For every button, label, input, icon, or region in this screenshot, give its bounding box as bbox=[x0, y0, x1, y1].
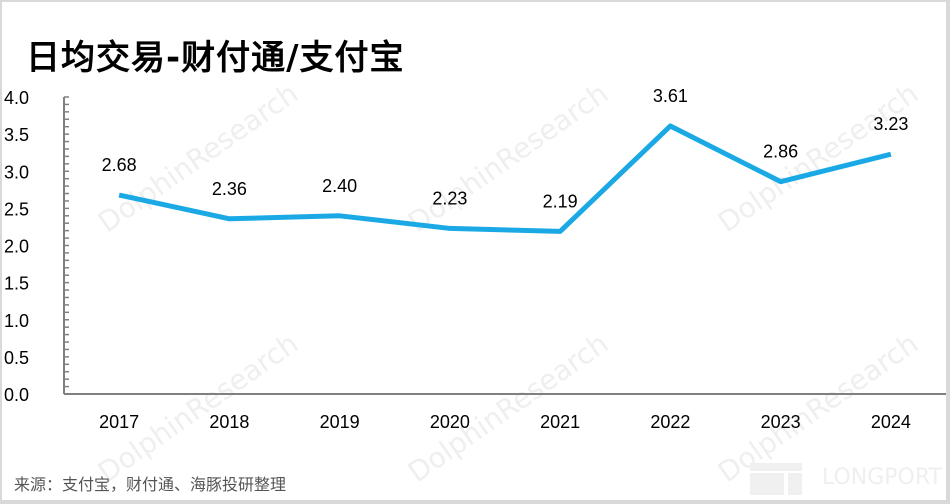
x-tick-label: 2018 bbox=[209, 412, 249, 432]
data-label: 2.23 bbox=[432, 188, 467, 208]
y-tick-label: 2.0 bbox=[4, 237, 29, 257]
y-tick-label: 1.0 bbox=[4, 311, 29, 331]
longport-logo-icon bbox=[750, 463, 802, 495]
x-tick-label: 2024 bbox=[871, 412, 911, 432]
data-label: 2.19 bbox=[543, 191, 578, 211]
x-tick-label: 2023 bbox=[761, 412, 801, 432]
data-label: 3.23 bbox=[873, 114, 908, 134]
y-tick-label: 3.0 bbox=[4, 162, 29, 182]
chart-title: 日均交易-财付通/支付宝 bbox=[26, 38, 405, 78]
data-label: 3.61 bbox=[653, 86, 688, 106]
source-note: 来源：支付宝，财付通、海豚投研整理 bbox=[14, 475, 287, 494]
data-label: 2.36 bbox=[212, 179, 247, 199]
data-label: 2.68 bbox=[102, 155, 137, 175]
y-tick-label: 0.0 bbox=[4, 385, 29, 405]
x-tick-label: 2019 bbox=[320, 412, 360, 432]
x-tick-label: 2017 bbox=[99, 412, 139, 432]
longport-logo: LONGPORT bbox=[750, 457, 946, 497]
y-tick-label: 3.5 bbox=[4, 125, 29, 145]
x-tick-label: 2022 bbox=[650, 412, 690, 432]
data-label: 2.86 bbox=[763, 142, 798, 162]
data-label: 2.40 bbox=[322, 176, 357, 196]
x-tick-label: 2021 bbox=[540, 412, 580, 432]
series-line bbox=[118, 123, 892, 234]
y-tick-label: 4.0 bbox=[4, 88, 29, 108]
y-tick-label: 0.5 bbox=[4, 348, 29, 368]
y-tick-label: 2.5 bbox=[4, 199, 29, 219]
x-tick-label: 2020 bbox=[430, 412, 470, 432]
y-tick-label: 1.5 bbox=[4, 274, 29, 294]
longport-brand: LONGPORT bbox=[822, 465, 943, 490]
